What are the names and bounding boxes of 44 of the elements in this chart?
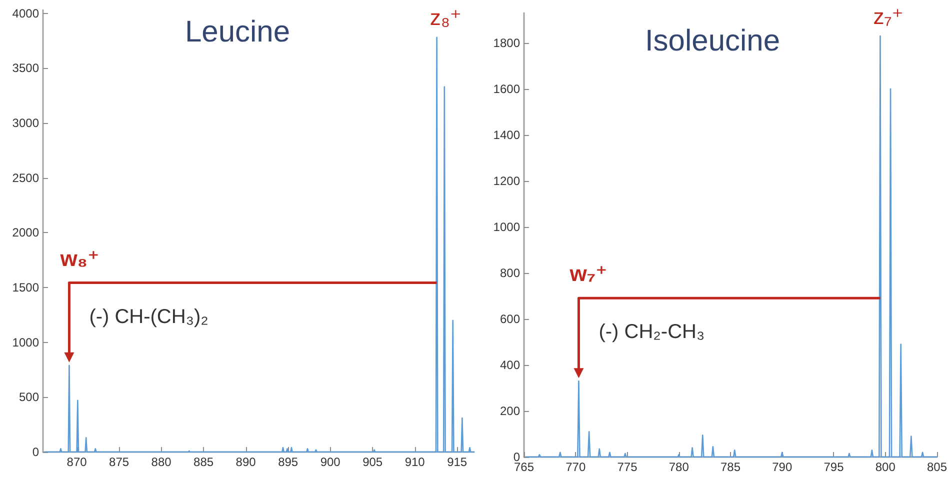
y-tick-label: 400 xyxy=(500,358,520,372)
y-tick-label: 1500 xyxy=(12,280,40,294)
y-tick-label: 2500 xyxy=(12,170,40,185)
x-tick-label: 915 xyxy=(447,455,468,469)
x-tick-label: 900 xyxy=(320,455,341,469)
annotation: w₈⁺ xyxy=(60,246,100,271)
y-tick-label: 3000 xyxy=(12,116,40,130)
y-tick-label: 1800 xyxy=(493,36,520,50)
y-tick-label: 4000 xyxy=(12,6,40,20)
x-tick-label: 780 xyxy=(668,460,690,474)
x-tick-label: 795 xyxy=(824,460,844,474)
x-tick-label: 805 xyxy=(926,460,948,474)
y-tick-label: 200 xyxy=(500,404,520,418)
x-tick-label: 905 xyxy=(362,455,383,469)
x-tick-label: 885 xyxy=(194,455,214,469)
annotation: (-) CH-(CH₃)₂ xyxy=(89,306,208,328)
annotation: (-) CH₂-CH₃ xyxy=(598,321,705,344)
x-tick-label: 790 xyxy=(772,460,792,474)
x-tick-label: 895 xyxy=(278,455,298,469)
x-tick-label: 870 xyxy=(66,455,88,469)
annotation: w₇⁺ xyxy=(570,261,608,286)
x-tick-label: 880 xyxy=(151,455,172,469)
chart-title: Leucine xyxy=(184,16,290,48)
x-tick-label: 875 xyxy=(109,455,130,469)
y-tick-label: 1000 xyxy=(493,220,520,234)
x-tick-label: 890 xyxy=(236,455,256,469)
y-tick-label: 1400 xyxy=(493,128,520,142)
y-tick-label: 1600 xyxy=(493,82,520,96)
y-tick-label: 2000 xyxy=(12,226,40,240)
x-tick-label: 775 xyxy=(617,460,638,474)
chart-title: Isoleucine xyxy=(644,24,780,58)
x-tick-label: 770 xyxy=(566,460,586,474)
x-tick-label: 785 xyxy=(720,460,741,474)
y-tick-label: 500 xyxy=(18,390,40,404)
annotation: z₇⁺ xyxy=(873,4,904,29)
y-tick-label: 600 xyxy=(500,312,520,326)
x-tick-label: 910 xyxy=(404,455,426,469)
x-tick-label: 800 xyxy=(875,460,896,474)
y-tick-label: 1000 xyxy=(12,335,40,350)
y-tick-label: 0 xyxy=(32,445,40,459)
y-tick-label: 1200 xyxy=(493,174,520,188)
annotation: z₈⁺ xyxy=(430,5,462,30)
y-tick-label: 800 xyxy=(500,266,520,280)
y-tick-label: 3500 xyxy=(12,61,40,76)
